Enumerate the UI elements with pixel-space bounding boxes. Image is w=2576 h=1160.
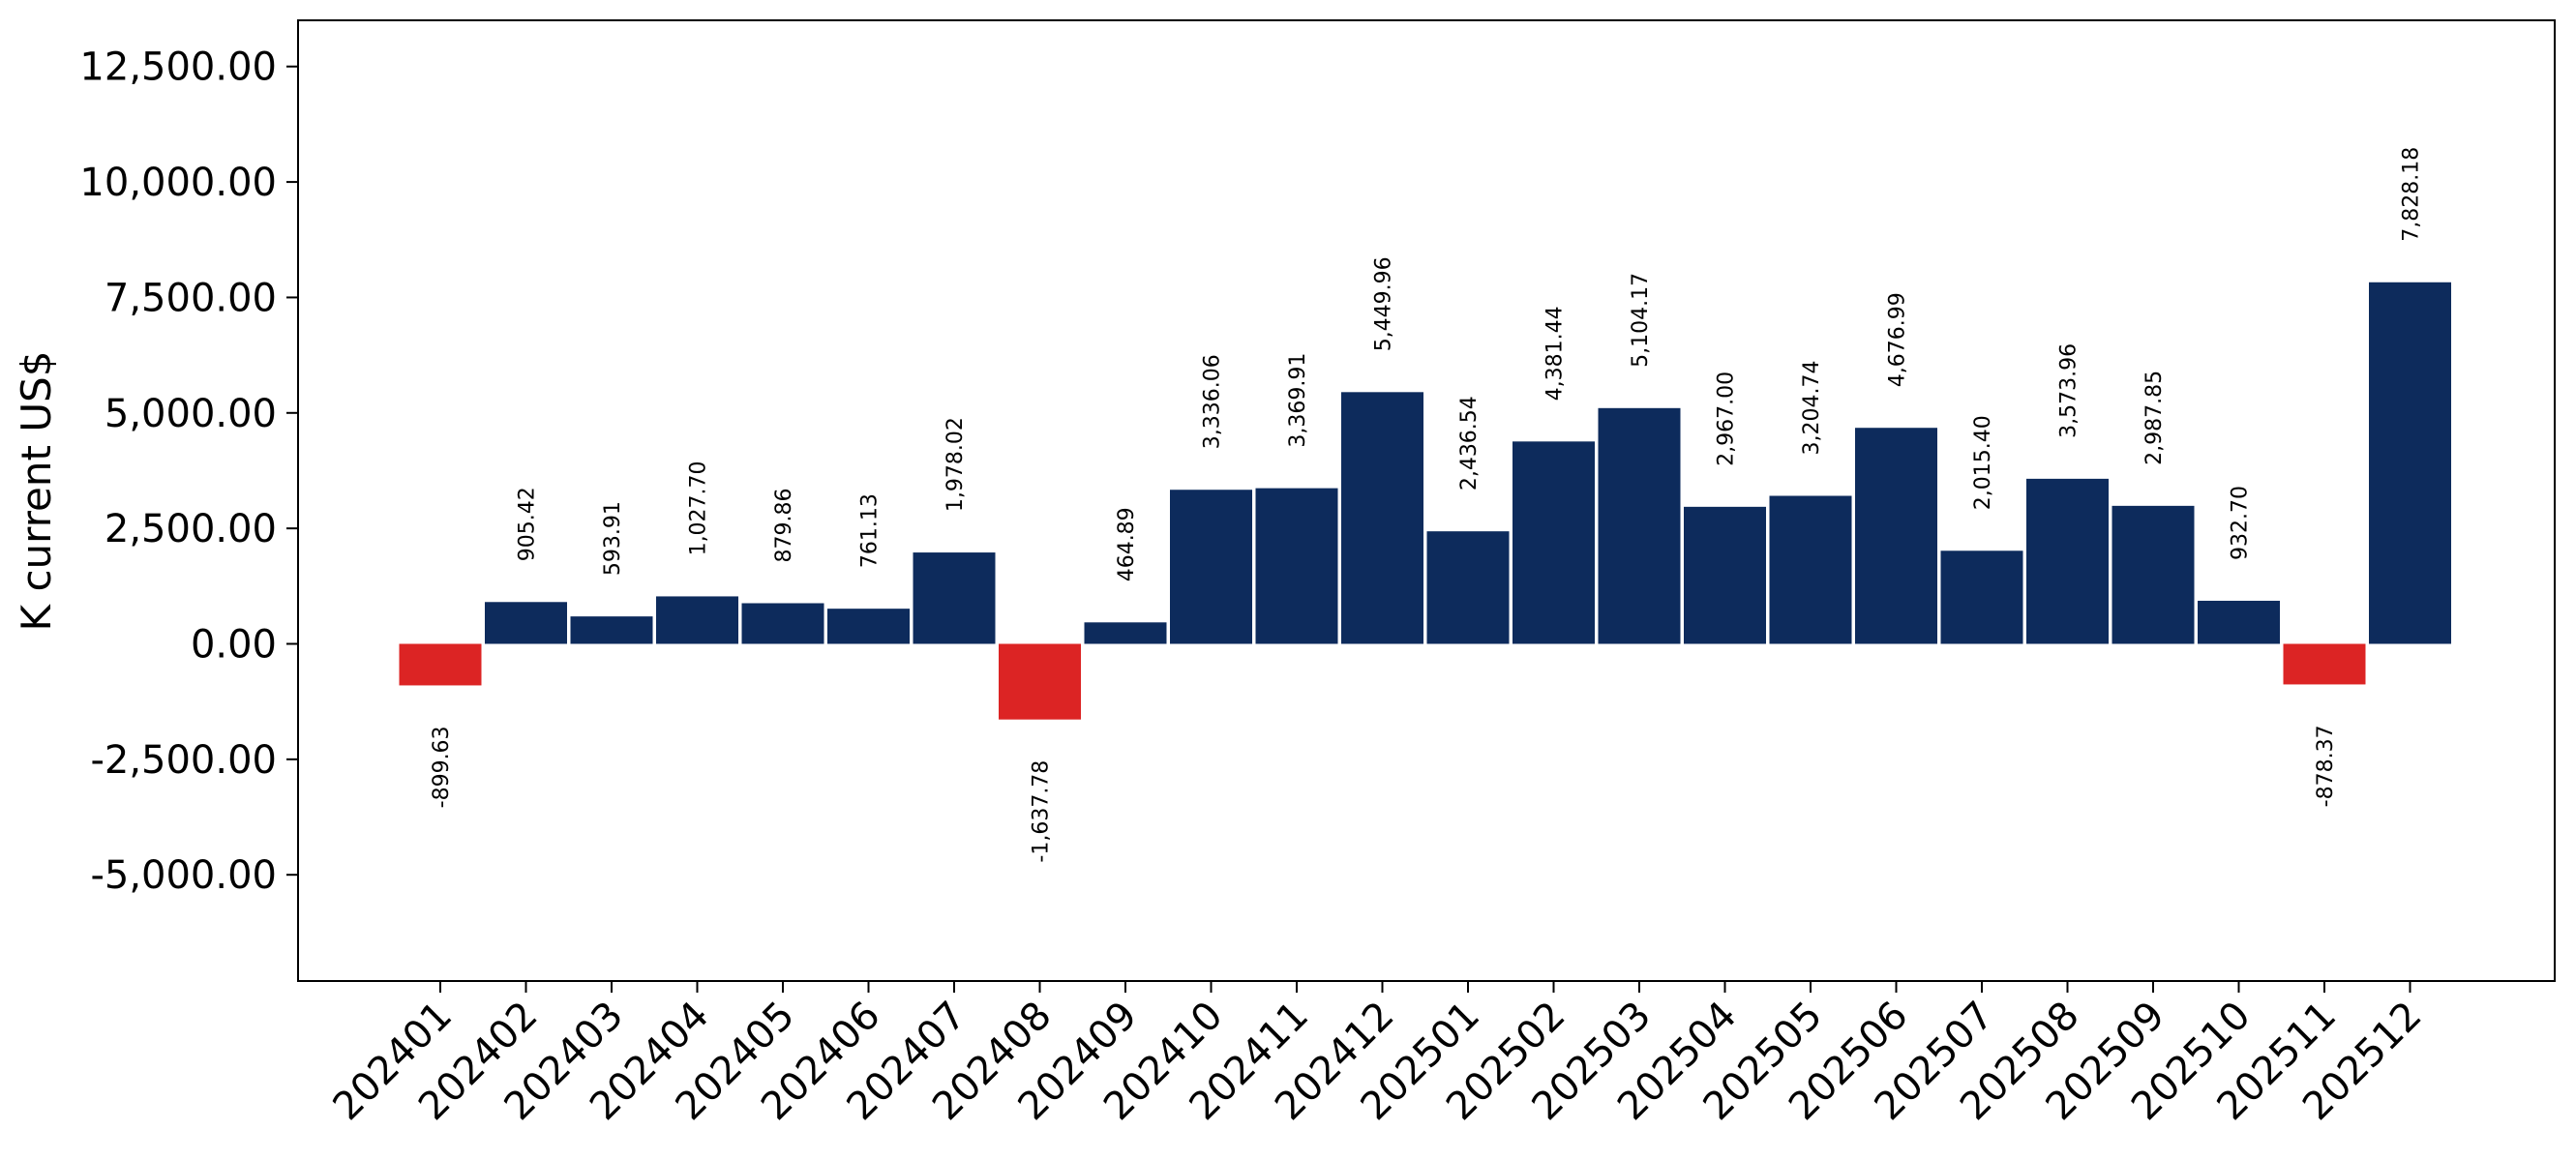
data-label: 464.89 [1115, 507, 1139, 581]
bar [1940, 550, 2023, 644]
bar [2198, 600, 2280, 644]
data-label: -899.63 [430, 726, 454, 808]
data-label: 761.13 [858, 493, 883, 568]
data-label: 879.86 [772, 489, 796, 563]
data-label: 7,828.18 [2400, 147, 2424, 242]
data-label: 2,987.85 [2142, 371, 2167, 465]
bar [827, 609, 910, 644]
data-label: 2,436.54 [1457, 396, 1482, 491]
bar [1855, 428, 1937, 644]
y-tick-label: -2,500.00 [90, 738, 277, 783]
data-label: 1,978.02 [944, 417, 968, 512]
y-tick-label: 12,500.00 [79, 45, 277, 90]
bar [1084, 622, 1167, 644]
bar [1598, 407, 1681, 644]
y-tick-label: 10,000.00 [79, 161, 277, 205]
bar [1769, 495, 1852, 644]
data-label: 905.42 [516, 487, 540, 561]
y-tick-label: 7,500.00 [105, 276, 277, 320]
data-label: 932.70 [2229, 486, 2253, 560]
bar [656, 596, 738, 644]
y-axis: -5,000.00 -2,500.00 0.00 2,500.00 5,000.00 7,… [79, 45, 298, 898]
y-tick-label: -5,000.00 [90, 853, 277, 898]
data-label: 2,967.00 [1715, 372, 1739, 466]
data-label: 3,336.06 [1201, 354, 1225, 449]
data-label: 3,204.74 [1800, 361, 1824, 456]
data-label: 593.91 [601, 501, 625, 576]
y-tick-label: 5,000.00 [105, 392, 277, 436]
bar [570, 616, 653, 644]
data-label: 4,676.99 [1886, 292, 1910, 387]
bar [1513, 441, 1595, 644]
bar [2026, 478, 2109, 644]
data-label: 4,381.44 [1543, 306, 1568, 401]
data-label: 3,369.91 [1286, 353, 1310, 448]
bar [399, 643, 482, 686]
bar [999, 643, 1081, 720]
bar [741, 603, 824, 644]
y-axis-label: K current US$ [13, 351, 60, 632]
plot-frame [297, 19, 2556, 982]
data-label: 3,573.96 [2057, 343, 2082, 438]
y-tick-label: 2,500.00 [105, 507, 277, 551]
bar [2112, 505, 2195, 644]
bar [1426, 531, 1510, 644]
x-axis: 2024012024022024032024042024052024062024… [325, 981, 2431, 1129]
data-labels-group: -899.63 905.42 593.91 1,027.70 879.86 761.13 1… [430, 147, 2424, 863]
data-label: -878.37 [2314, 725, 2338, 807]
bar [1684, 506, 1766, 644]
bar [1255, 488, 1338, 644]
data-label: 1,027.70 [687, 461, 711, 555]
y-tick-label: 0.00 [191, 622, 277, 667]
data-label: -1,637.78 [1030, 760, 1054, 863]
bar [485, 602, 567, 644]
bars-group [399, 282, 2451, 720]
bar [2369, 282, 2451, 644]
bar [1170, 490, 1252, 644]
data-label: 5,449.96 [1372, 256, 1396, 351]
bar [2283, 643, 2366, 685]
data-label: 2,015.40 [1971, 415, 1995, 510]
bar [913, 552, 996, 644]
bar [1341, 392, 1423, 644]
data-label: 5,104.17 [1629, 273, 1653, 368]
